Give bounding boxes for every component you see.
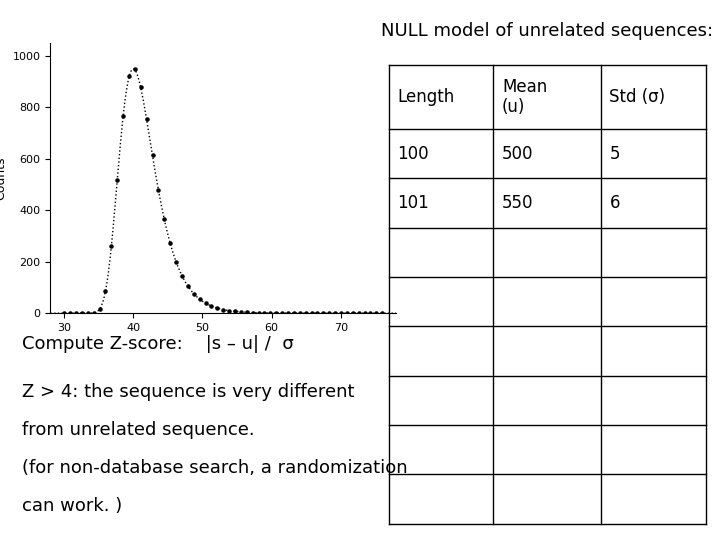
- Point: [171, 257, 182, 266]
- Text: Std (σ): Std (σ): [609, 88, 665, 106]
- Point: [223, 306, 235, 315]
- Point: [229, 307, 240, 316]
- Text: Z > 4: the sequence is very different: Z > 4: the sequence is very different: [22, 383, 354, 401]
- Point: [264, 309, 276, 318]
- Point: [135, 83, 147, 91]
- Point: [336, 309, 347, 318]
- Point: [106, 242, 117, 251]
- Point: [271, 309, 282, 318]
- Point: [318, 309, 329, 318]
- Point: [176, 271, 188, 280]
- Text: 500: 500: [502, 145, 534, 163]
- Point: [199, 299, 211, 307]
- Point: [153, 185, 164, 194]
- Point: [94, 305, 105, 314]
- Text: 101: 101: [397, 194, 429, 212]
- Point: [235, 308, 247, 316]
- Point: [88, 308, 99, 317]
- Point: [76, 309, 88, 318]
- Text: 550: 550: [502, 194, 534, 212]
- Point: [82, 309, 94, 318]
- Point: [117, 111, 129, 120]
- Point: [188, 289, 199, 298]
- Point: [312, 309, 323, 318]
- Point: [194, 295, 205, 303]
- Point: [217, 305, 229, 314]
- Point: [112, 176, 123, 184]
- Text: Length: Length: [397, 88, 454, 106]
- Point: [123, 72, 135, 80]
- Point: [364, 309, 376, 318]
- Point: [300, 309, 311, 318]
- Text: 6: 6: [609, 194, 620, 212]
- Text: NULL model of unrelated sequences:: NULL model of unrelated sequences:: [381, 22, 714, 39]
- Point: [206, 302, 217, 310]
- Text: (for non-database search, a randomization: (for non-database search, a randomizatio…: [22, 459, 408, 477]
- Point: [71, 309, 82, 318]
- Point: [276, 309, 288, 318]
- Point: [182, 282, 194, 291]
- Point: [341, 309, 353, 318]
- Y-axis label: Counts: Counts: [0, 157, 7, 200]
- Text: 100: 100: [397, 145, 429, 163]
- Point: [129, 65, 140, 73]
- Point: [353, 309, 364, 318]
- Text: 5: 5: [609, 145, 620, 163]
- Point: [158, 215, 170, 224]
- Point: [164, 239, 176, 247]
- Point: [329, 309, 341, 318]
- Point: [294, 309, 305, 318]
- Text: Mean
(u): Mean (u): [502, 78, 547, 116]
- Text: can work. ): can work. ): [22, 497, 122, 515]
- Point: [347, 309, 359, 318]
- Point: [247, 308, 258, 317]
- Point: [253, 308, 264, 317]
- Text: Compute Z-score:    |s – u| /  σ: Compute Z-score: |s – u| / σ: [22, 335, 293, 353]
- Point: [141, 114, 153, 123]
- Point: [212, 303, 223, 312]
- Point: [306, 309, 318, 318]
- Point: [58, 309, 70, 318]
- Point: [241, 308, 253, 316]
- Point: [323, 309, 335, 318]
- Point: [359, 309, 370, 318]
- Point: [99, 287, 111, 295]
- Point: [371, 309, 382, 318]
- Point: [282, 309, 294, 318]
- Point: [288, 309, 300, 318]
- Point: [377, 309, 388, 318]
- Text: from unrelated sequence.: from unrelated sequence.: [22, 421, 254, 439]
- Point: [64, 309, 76, 318]
- Point: [147, 151, 158, 160]
- Point: [258, 308, 270, 317]
